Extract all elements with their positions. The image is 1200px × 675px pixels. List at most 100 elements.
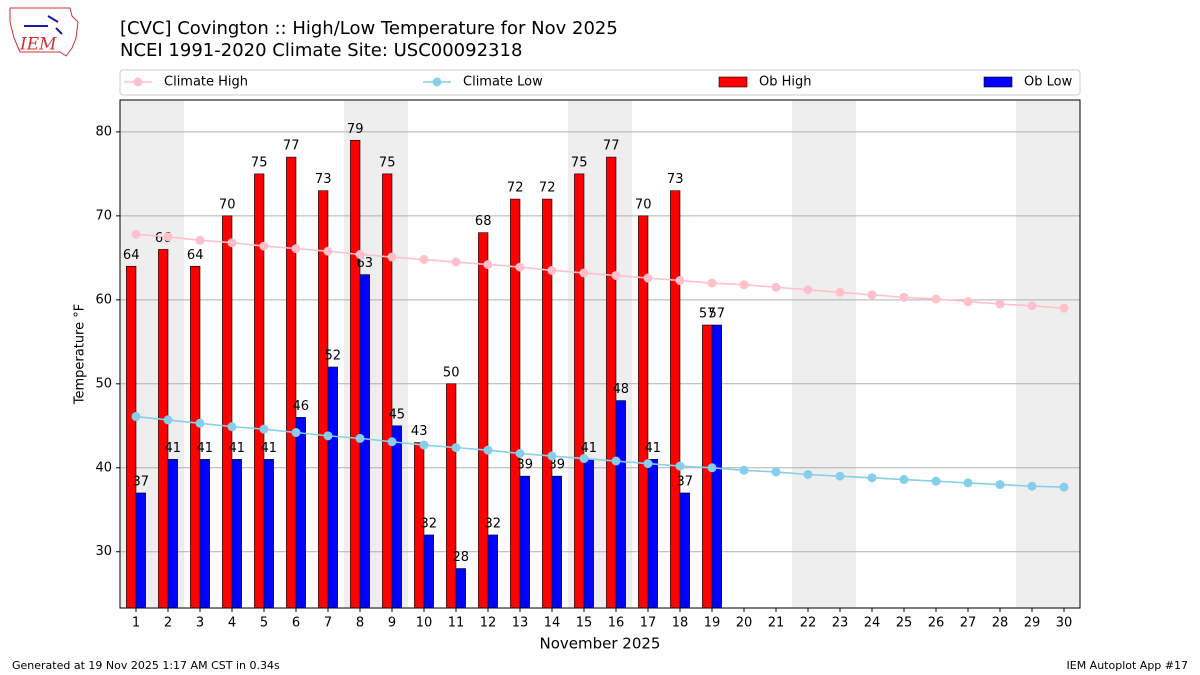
data-label: 70	[219, 197, 236, 212]
data-label: 64	[187, 248, 204, 263]
bar	[542, 198, 553, 609]
x-tick-label: 2	[164, 616, 172, 631]
data-label: 52	[325, 349, 342, 364]
logo-text: IEM	[19, 35, 57, 55]
point	[771, 467, 781, 477]
x-tick-label: 9	[388, 616, 396, 631]
data-label: 72	[507, 181, 524, 196]
bar	[583, 459, 594, 609]
bar	[199, 459, 210, 609]
bar	[231, 459, 242, 609]
data-label: 32	[485, 516, 502, 531]
bar	[478, 232, 489, 609]
point	[291, 244, 301, 254]
x-tick-label: 28	[992, 616, 1009, 631]
point	[547, 265, 557, 275]
x-tick-label: 12	[480, 616, 497, 631]
x-tick-label: 27	[960, 616, 977, 631]
bar	[446, 383, 457, 609]
point	[515, 262, 525, 272]
point	[1059, 303, 1069, 313]
point	[483, 260, 493, 270]
point	[579, 454, 589, 464]
data-label: 72	[539, 181, 556, 196]
point	[419, 255, 429, 265]
legend-swatch	[718, 76, 748, 88]
point	[803, 285, 813, 295]
x-axis-label: November 2025	[540, 635, 661, 653]
point	[803, 469, 813, 479]
x-tick-label: 8	[356, 616, 364, 631]
bar	[350, 140, 361, 609]
point	[835, 471, 845, 481]
point	[611, 270, 621, 280]
point	[707, 278, 717, 288]
point	[163, 415, 173, 425]
bar	[510, 198, 521, 609]
data-label: 39	[517, 458, 534, 473]
y-tick-label: 40	[95, 460, 112, 475]
point	[451, 257, 461, 267]
point	[547, 451, 557, 461]
data-label: 75	[251, 155, 268, 170]
data-label: 45	[389, 407, 406, 422]
legend-box	[119, 69, 1081, 96]
bar	[135, 492, 146, 609]
x-tick-label: 25	[896, 616, 913, 631]
point	[739, 465, 749, 475]
point	[227, 422, 237, 432]
legend-swatch	[983, 76, 1013, 88]
bar	[126, 265, 137, 609]
data-label: 41	[261, 441, 278, 456]
data-label: 73	[315, 172, 332, 187]
point	[643, 273, 653, 283]
x-tick-label: 10	[416, 616, 433, 631]
point	[1059, 482, 1069, 492]
point	[643, 459, 653, 469]
chart-subtitle: NCEI 1991-2020 Climate Site: USC00092318	[120, 40, 522, 61]
data-label: 77	[603, 139, 620, 154]
data-label: 43	[411, 424, 428, 439]
x-tick-label: 21	[768, 616, 785, 631]
data-label: 63	[357, 256, 374, 271]
point	[963, 297, 973, 307]
point	[131, 412, 141, 422]
point	[451, 443, 461, 453]
point	[835, 287, 845, 297]
point	[355, 249, 365, 259]
data-label: 75	[379, 155, 396, 170]
data-label: 41	[197, 441, 214, 456]
plot-frame	[119, 99, 1081, 609]
x-tick-label: 3	[196, 616, 204, 631]
x-tick-label: 16	[608, 616, 625, 631]
y-axis-label: Temperature °F	[73, 304, 88, 405]
x-tick-label: 19	[704, 616, 721, 631]
data-label: 37	[677, 474, 694, 489]
bar	[158, 249, 169, 609]
bar	[487, 534, 498, 609]
data-label: 48	[613, 382, 630, 397]
legend-label: Climate High	[164, 75, 248, 90]
bar	[455, 568, 466, 609]
point	[323, 246, 333, 256]
bar	[222, 215, 233, 609]
point	[899, 292, 909, 302]
bar	[519, 475, 530, 609]
point	[291, 428, 301, 438]
data-label: 68	[475, 214, 492, 229]
data-label: 50	[443, 365, 460, 380]
x-tick-label: 23	[832, 616, 849, 631]
x-tick-label: 26	[928, 616, 945, 631]
legend-swatch	[133, 77, 143, 87]
x-tick-label: 15	[576, 616, 593, 631]
bar	[670, 190, 681, 609]
bar	[391, 425, 402, 609]
point	[419, 440, 429, 450]
x-tick-label: 6	[292, 616, 300, 631]
data-label: 79	[347, 122, 364, 137]
x-tick-label: 24	[864, 616, 881, 631]
data-label: 64	[123, 248, 140, 263]
y-tick-label: 50	[95, 376, 112, 391]
point	[739, 280, 749, 290]
